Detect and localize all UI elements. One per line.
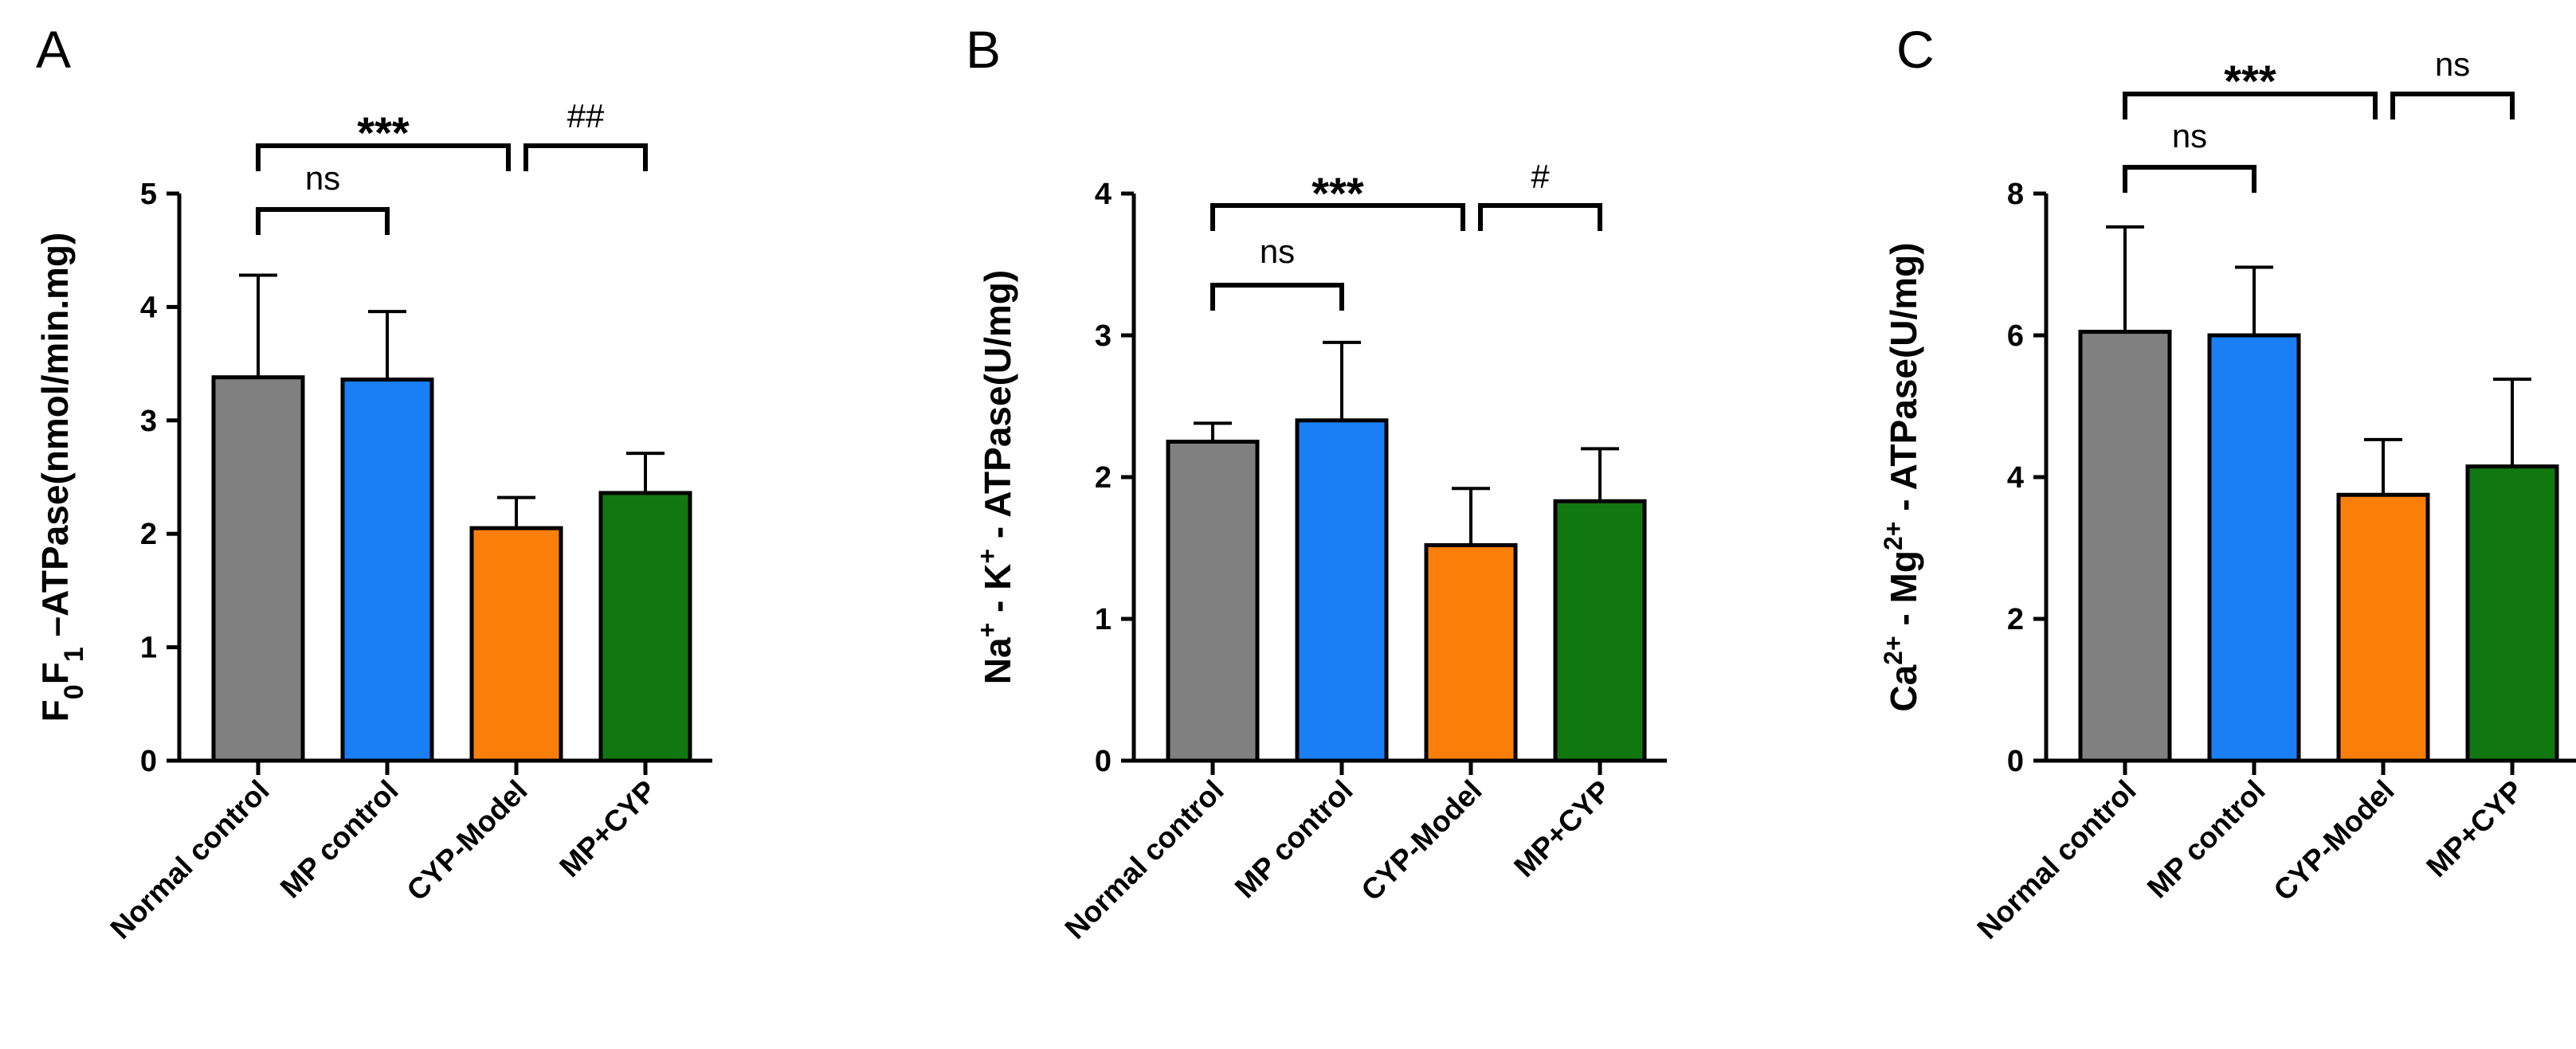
x-tick-label: CYP-Model	[2268, 774, 2401, 907]
significance-label: ns	[305, 159, 340, 197]
significance-bracket	[2123, 165, 2256, 193]
y-axis-label: Na+ - K+ - ATPase(U/mg)	[973, 270, 1018, 684]
significance-bracket	[1210, 203, 1465, 231]
panel-a: A 0 1 2 3 4 5 F0F1 –ATPase(nmol/min.mg) Normal c…	[34, 20, 712, 945]
y-tick-label: 0	[1095, 745, 1112, 778]
y-tick-label: 2	[2007, 603, 2024, 636]
bar	[1553, 499, 1647, 763]
panel-c: C 0 2 4 6 8 Ca2+ - Mg2+ - ATPase(U/mg) Normal c…	[1879, 20, 2576, 945]
y-tick-label: 2	[140, 518, 157, 551]
bar	[340, 378, 434, 763]
y-tick-label: 6	[2007, 319, 2024, 353]
significance-label: ns	[2172, 117, 2207, 155]
bar	[211, 375, 305, 763]
panel-letter: B	[966, 20, 1001, 79]
y-tick-label: 4	[1095, 178, 1112, 211]
significance-label: ##	[567, 97, 605, 135]
significance-bracket	[523, 143, 648, 171]
bar	[469, 526, 563, 763]
y-tick-label: 1	[1095, 603, 1112, 636]
x-tick-label: MP control	[1229, 774, 1359, 905]
bar	[2336, 492, 2430, 763]
x-tick-label: Normal control	[1059, 774, 1230, 945]
y-tick-label: 0	[140, 745, 157, 778]
y-tick-label: 4	[140, 291, 157, 324]
x-tick-label: MP control	[274, 774, 405, 905]
significance-label: ns	[2435, 45, 2470, 83]
significance-label: #	[1531, 158, 1550, 195]
y-tick-label: 0	[2007, 745, 2024, 778]
significance-label: ***	[1312, 168, 1364, 218]
significance-bracket	[1478, 203, 1602, 231]
y-axis-label: Ca2+ - Mg2+ - ATPase(U/mg)	[1879, 242, 1924, 711]
x-tick-label: MP control	[2141, 774, 2272, 905]
significance-label: ***	[357, 108, 410, 158]
significance-label: ns	[1260, 233, 1295, 270]
bar	[2207, 333, 2301, 763]
y-axis-label: F0F1 –ATPase(nmol/min.mg)	[34, 233, 89, 722]
x-tick-label: Normal control	[1971, 774, 2143, 945]
significance-bracket	[2390, 92, 2515, 119]
panel-letter: C	[1896, 20, 1935, 79]
significance-label: ***	[2224, 56, 2276, 106]
x-tick-label: MP+CYP	[553, 774, 662, 883]
y-tick-label: 3	[140, 405, 157, 438]
x-tick-label: MP+CYP	[2420, 774, 2529, 883]
bar	[598, 491, 692, 763]
bar	[2078, 330, 2172, 763]
y-tick-label: 4	[2007, 461, 2024, 495]
bar	[1166, 440, 1260, 763]
significance-bracket	[256, 143, 511, 171]
panel-letter: A	[36, 20, 71, 79]
y-tick-label: 1	[140, 632, 157, 665]
x-tick-label: CYP-Model	[401, 774, 534, 907]
x-tick-label: CYP-Model	[1355, 774, 1488, 907]
x-tick-label: MP+CYP	[1508, 774, 1617, 883]
y-tick-label: 8	[2007, 178, 2024, 211]
y-tick-label: 2	[1095, 461, 1112, 495]
significance-bracket	[1210, 283, 1344, 311]
x-tick-label: Normal control	[104, 774, 276, 945]
y-tick-label: 3	[1095, 319, 1112, 353]
bar	[1295, 418, 1389, 763]
significance-bracket	[2123, 92, 2378, 119]
panel-b: B 0 1 2 3 4 Na+ - K+ - ATPase(U/mg) Normal cont…	[966, 20, 1667, 945]
bar	[1424, 542, 1518, 763]
significance-bracket	[256, 207, 390, 235]
bar	[2465, 464, 2559, 763]
y-tick-label: 5	[140, 178, 157, 211]
